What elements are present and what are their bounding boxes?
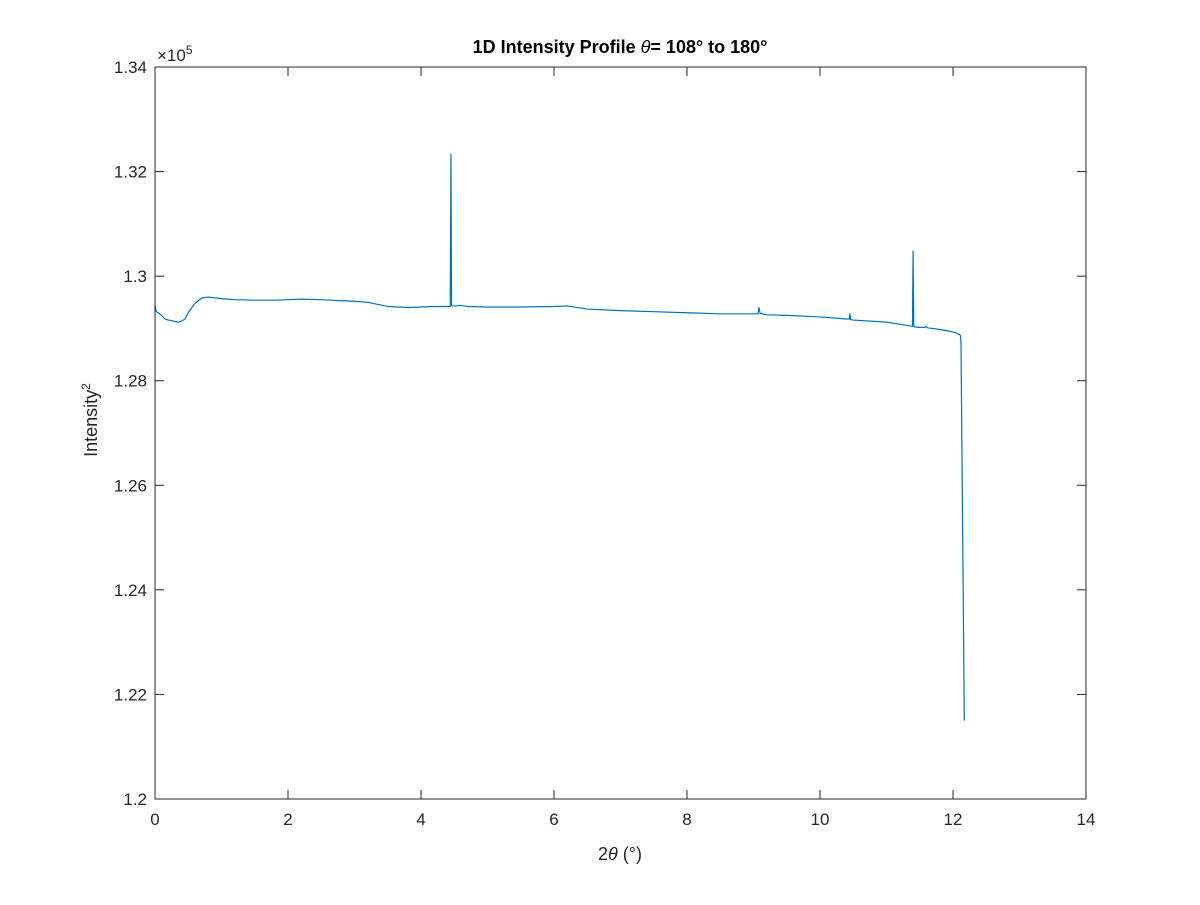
series-layer (154, 153, 965, 721)
y-axis-label: Intensity2 (79, 383, 101, 457)
plot-area (155, 67, 1086, 799)
y-tick-label: 1.3 (123, 267, 147, 286)
x-ticks: 0 2 4 6 8 10 12 14 (150, 67, 1095, 829)
x-tick-label: 4 (416, 810, 425, 829)
chart-title: 1D Intensity Profile θ= 108° to 180° (473, 37, 768, 57)
x-tick-label: 8 (682, 810, 691, 829)
x-tick-label: 14 (1077, 810, 1096, 829)
x-tick-label: 12 (944, 810, 963, 829)
x-tick-label: 6 (549, 810, 558, 829)
y-tick-label: 1.22 (114, 685, 147, 704)
x-tick-label: 2 (283, 810, 292, 829)
y-tick-label: 1.32 (114, 163, 147, 182)
x-axis-label: 2θ (°) (598, 844, 642, 864)
y-tick-label: 1.26 (114, 476, 147, 495)
x-tick-label: 0 (150, 810, 159, 829)
y-tick-label: 1.2 (123, 790, 147, 809)
axes-box (154, 66, 1087, 800)
x-tick-label: 10 (811, 810, 830, 829)
intensity-series-line (154, 153, 965, 721)
y-tick-label: 1.24 (114, 581, 147, 600)
y-tick-label: 1.34 (114, 58, 147, 77)
y-axis-multiplier: ×105 (157, 43, 193, 65)
y-tick-label: 1.28 (114, 372, 147, 391)
